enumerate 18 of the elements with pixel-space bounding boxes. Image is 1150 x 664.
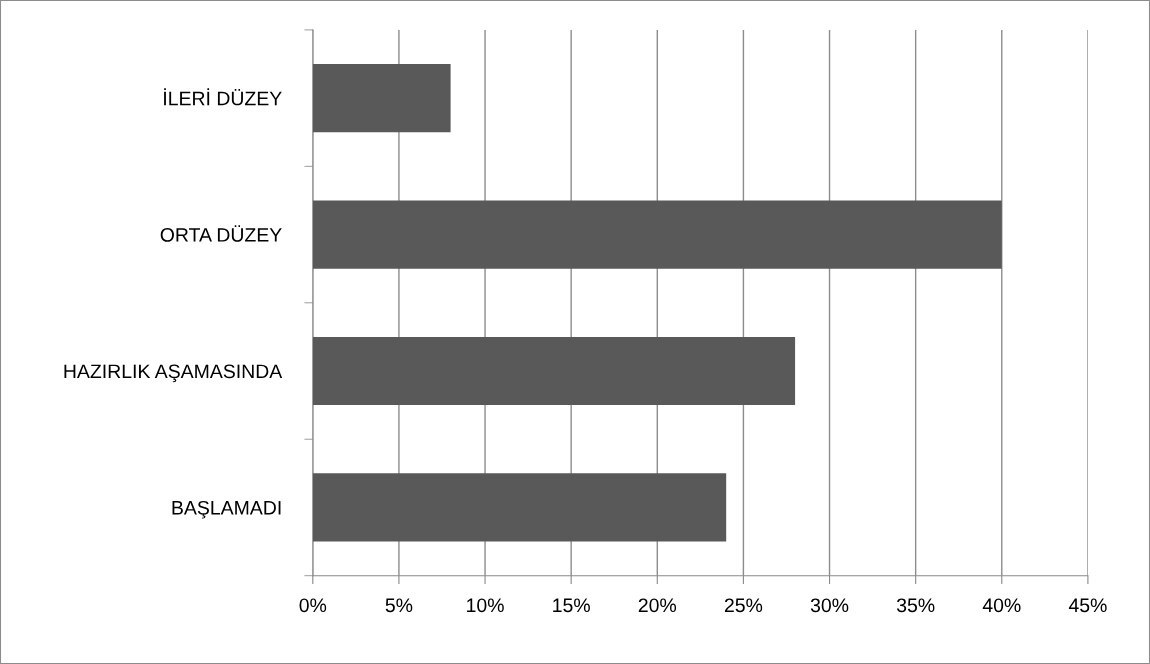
x-tick-label: 25%: [724, 598, 763, 613]
bar: [312, 336, 796, 406]
x-tick-label: 5%: [385, 598, 413, 613]
x-tick-label: 0%: [299, 598, 327, 613]
x-tick-label: 30%: [810, 598, 849, 613]
bar: [312, 473, 727, 542]
x-tick-label: 45%: [1068, 598, 1107, 613]
y-tick-label: HAZIRLIK AŞAMASINDA: [64, 364, 283, 383]
x-tick-label: 15%: [553, 598, 590, 613]
y-tick-label: ORTA DÜZEY: [160, 225, 282, 242]
x-tick-label: 10%: [467, 598, 504, 613]
x-tick-label: 40%: [982, 598, 1021, 613]
bar: [312, 63, 451, 133]
bar: [312, 200, 1002, 269]
y-tick-label: İLERİ DÜZEY: [164, 88, 282, 106]
x-tick-label: 20%: [638, 598, 677, 613]
y-tick-label: BAŞLAMADI: [172, 500, 281, 519]
x-tick-label: 35%: [896, 598, 935, 613]
